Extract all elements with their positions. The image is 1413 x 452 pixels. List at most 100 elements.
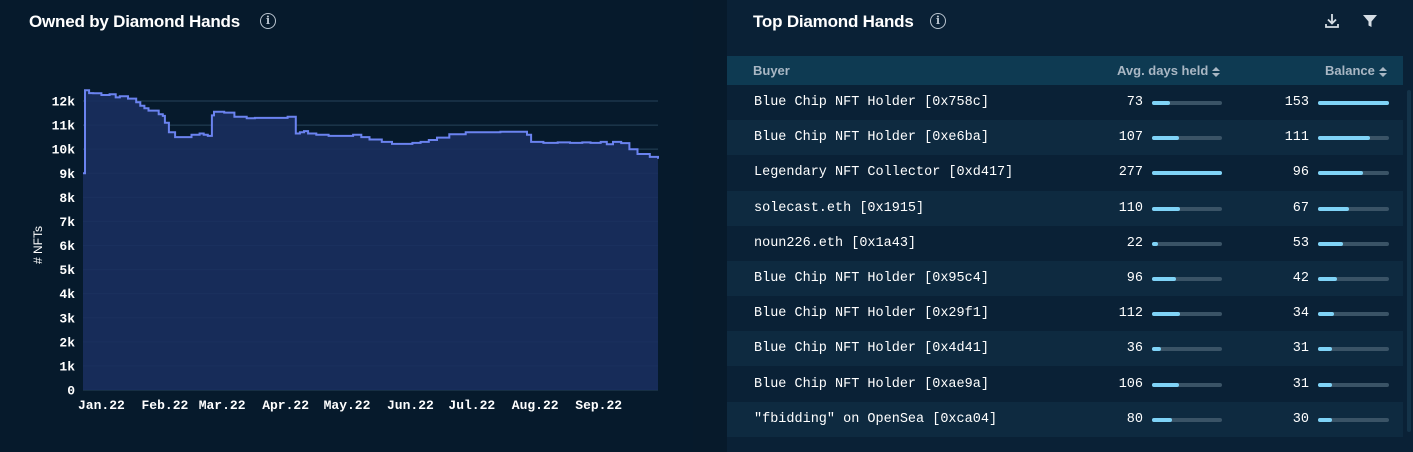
- table-row[interactable]: Blue Chip NFT Holder [0x4d41] 36 31: [727, 331, 1403, 367]
- table-row[interactable]: Blue Chip NFT Holder [0x29f1] 112 34: [727, 296, 1403, 331]
- buyer-cell[interactable]: Blue Chip NFT Holder [0xae9a]: [754, 376, 989, 392]
- x-tick-label: Apr.22: [262, 398, 309, 413]
- table-row[interactable]: solecast.eth [0x1915] 110 67: [727, 190, 1403, 226]
- y-tick-label: 2k: [59, 335, 75, 350]
- balance-bar: [1318, 136, 1389, 141]
- days-bar-fill: [1152, 347, 1162, 352]
- scrollbar[interactable]: [1407, 90, 1411, 432]
- y-axis-label: # NFTs: [31, 226, 45, 264]
- area-fill: [83, 90, 658, 390]
- avg-days-held-cell: 107: [1118, 130, 1143, 146]
- balance-cell: 30: [1292, 411, 1309, 427]
- avg-days-held-cell: 96: [1126, 271, 1143, 286]
- avg-days-held-cell: 80: [1126, 411, 1143, 427]
- table-row[interactable]: Blue Chip NFT Holder [0x758c] 73 153: [727, 85, 1403, 120]
- days-bar: [1152, 417, 1222, 422]
- x-tick-label: Aug.22: [512, 398, 559, 413]
- buyer-cell[interactable]: solecast.eth [0x1915]: [754, 200, 925, 216]
- balance-cell: 111: [1284, 130, 1309, 146]
- days-bar-fill: [1152, 241, 1158, 246]
- table-row[interactable]: "fbidding" on OpenSea [0xca04] 80 30: [727, 401, 1403, 437]
- avg-days-held-cell: 112: [1118, 306, 1143, 322]
- table-row[interactable]: Blue Chip NFT Holder [0x95c4] 96 42: [727, 261, 1403, 296]
- y-tick-label: 11k: [52, 119, 76, 134]
- balance-cell: 53: [1292, 235, 1309, 251]
- balance-cell: 67: [1292, 200, 1309, 216]
- balance-bar: [1318, 417, 1389, 422]
- days-bar: [1152, 241, 1222, 246]
- balance-bar-fill: [1318, 417, 1332, 422]
- buyer-cell[interactable]: Blue Chip NFT Holder [0x95c4]: [754, 271, 989, 286]
- balance-bar: [1318, 206, 1389, 211]
- balance-bar-fill: [1318, 206, 1350, 211]
- balance-bar-fill: [1318, 171, 1363, 176]
- days-bar: [1152, 277, 1222, 281]
- x-tick-label: Jul.22: [448, 398, 495, 413]
- column-header-avg-days-held[interactable]: Avg. days held: [1117, 56, 1221, 85]
- sort-icon: [1212, 66, 1221, 77]
- download-icon[interactable]: [1323, 12, 1341, 30]
- balance-cell: 42: [1292, 271, 1309, 286]
- days-bar: [1152, 347, 1222, 352]
- x-tick-label: Jun.22: [387, 398, 434, 413]
- avg-days-held-cell: 277: [1118, 165, 1143, 181]
- buyer-cell[interactable]: Blue Chip NFT Holder [0xe6ba]: [754, 130, 989, 146]
- table-row[interactable]: Blue Chip NFT Holder [0xae9a] 106 31: [727, 367, 1403, 402]
- avg-days-held-cell: 22: [1126, 235, 1143, 251]
- balance-bar-fill: [1318, 347, 1333, 352]
- column-header-label: Avg. days held: [1117, 63, 1209, 78]
- filter-icon[interactable]: [1361, 12, 1379, 30]
- balance-bar: [1318, 101, 1389, 105]
- avg-days-held-cell: 110: [1118, 200, 1143, 216]
- avg-days-held-cell: 73: [1126, 95, 1143, 110]
- balance-cell: 31: [1292, 376, 1309, 392]
- balance-bar: [1318, 277, 1389, 281]
- days-bar-fill: [1152, 171, 1222, 176]
- days-bar: [1152, 101, 1222, 105]
- buyer-cell[interactable]: Blue Chip NFT Holder [0x4d41]: [754, 341, 989, 357]
- balance-bar: [1318, 312, 1389, 317]
- balance-cell: 153: [1284, 95, 1309, 110]
- x-tick-label: May.22: [324, 398, 371, 413]
- y-tick-label: 10k: [52, 143, 76, 158]
- balance-cell: 96: [1292, 165, 1309, 181]
- balance-cell: 34: [1292, 306, 1309, 322]
- balance-bar-fill: [1318, 136, 1370, 141]
- table-row[interactable]: Blue Chip NFT Holder [0xe6ba] 107 111: [727, 120, 1403, 156]
- y-tick-label: 12k: [52, 95, 76, 110]
- table-header: Buyer Avg. days held Balance: [727, 56, 1403, 85]
- table-row[interactable]: noun226.eth [0x1a43] 22 53: [727, 226, 1403, 261]
- table-row[interactable]: Legendary NFT Collector [0xd417] 277 96: [727, 155, 1403, 190]
- buyer-cell[interactable]: Legendary NFT Collector [0xd417]: [754, 165, 1014, 181]
- balance-bar-fill: [1318, 277, 1338, 281]
- y-tick-label: 3k: [59, 311, 75, 326]
- balance-bar: [1318, 382, 1389, 387]
- info-icon[interactable]: i: [930, 13, 946, 29]
- y-tick-label: 6k: [59, 239, 75, 254]
- column-header-balance[interactable]: Balance: [1325, 56, 1387, 85]
- balance-bar-fill: [1318, 312, 1334, 317]
- x-tick-label: Jan.22: [78, 398, 125, 413]
- balance-bar-fill: [1318, 101, 1389, 105]
- days-bar-fill: [1152, 312, 1181, 317]
- y-tick-label: 7k: [59, 215, 75, 230]
- y-tick-label: 9k: [59, 167, 75, 182]
- y-tick-label: 5k: [59, 263, 75, 278]
- buyer-cell[interactable]: noun226.eth [0x1a43]: [754, 235, 917, 251]
- buyer-cell[interactable]: Blue Chip NFT Holder [0x758c]: [754, 95, 989, 110]
- buyer-cell[interactable]: "fbidding" on OpenSea [0xca04]: [754, 411, 998, 427]
- balance-bar: [1318, 241, 1389, 246]
- avg-days-held-cell: 106: [1118, 376, 1143, 392]
- balance-bar: [1318, 171, 1389, 176]
- column-header-buyer[interactable]: Buyer: [753, 63, 790, 78]
- days-bar-fill: [1152, 417, 1173, 422]
- column-header-label: Balance: [1325, 63, 1375, 78]
- days-bar: [1152, 136, 1222, 141]
- days-bar: [1152, 382, 1222, 387]
- days-bar-fill: [1152, 382, 1179, 387]
- balance-bar-fill: [1318, 241, 1343, 246]
- days-bar-fill: [1152, 101, 1171, 105]
- chart-title: Owned by Diamond Hands: [29, 12, 240, 31]
- info-icon[interactable]: i: [260, 13, 276, 29]
- buyer-cell[interactable]: Blue Chip NFT Holder [0x29f1]: [754, 306, 989, 322]
